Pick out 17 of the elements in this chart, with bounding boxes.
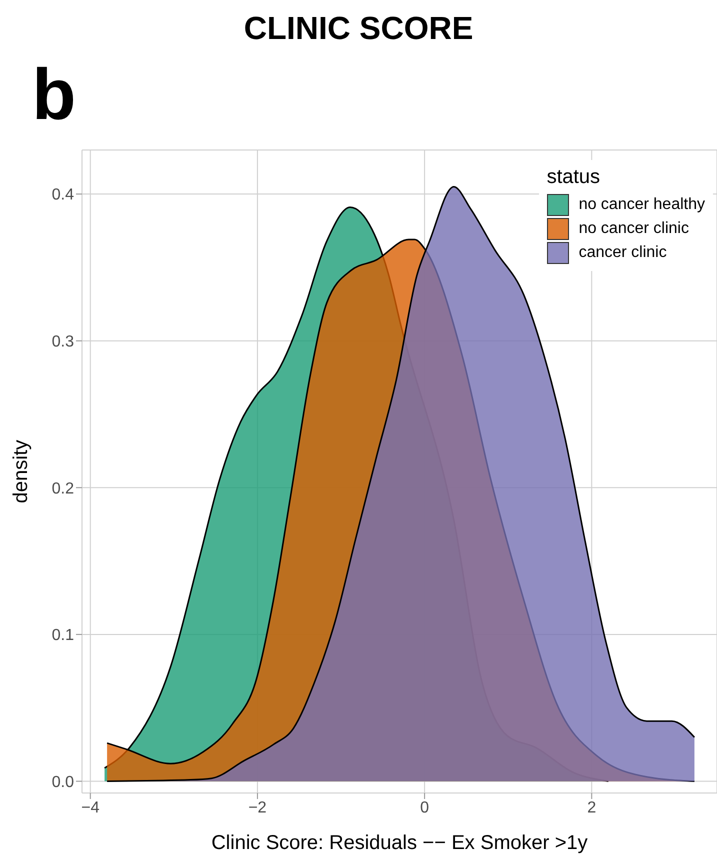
y-tick-label: 0.3: [52, 334, 74, 351]
y-tick-label: 0.1: [52, 627, 74, 644]
legend-label: cancer clinic: [578, 244, 667, 262]
y-axis-title: density: [10, 440, 32, 504]
legend-title: status: [546, 166, 602, 189]
y-tick-label: 0.4: [52, 186, 74, 204]
x-tick-label: 0: [420, 799, 430, 816]
text: b: [32, 54, 76, 137]
y-tick-label: 0.0: [52, 774, 74, 791]
legend-label: no cancer clinic: [578, 220, 689, 238]
x-tick-label: −2: [248, 799, 267, 816]
y-tick-label: 0.2: [52, 480, 74, 498]
x-axis-title: Clinic Score: Residuals −− Ex Smoker >1y: [211, 832, 588, 854]
x-tick-label: 2: [587, 799, 596, 816]
legend-label: no cancer healthy: [578, 196, 705, 214]
chart-title: CLINIC SCORE: [242, 10, 474, 47]
x-tick-label: −4: [81, 799, 100, 816]
